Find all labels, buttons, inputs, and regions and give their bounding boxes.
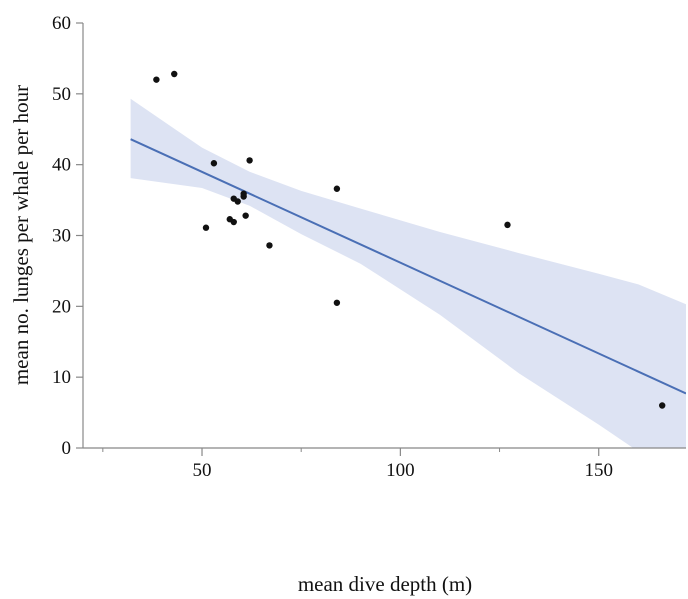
data-point (504, 221, 511, 229)
y-tick-label: 40 (52, 155, 71, 176)
y-tick-label: 50 (52, 84, 71, 105)
data-point (230, 218, 237, 226)
data-points (153, 70, 666, 409)
y-tick-label: 0 (62, 438, 72, 459)
regression-line-layer (130, 138, 686, 395)
data-point (153, 76, 160, 83)
data-point (240, 190, 247, 197)
x-axis-title: mean dive depth (m) (298, 572, 472, 596)
data-point (246, 157, 253, 164)
regression-line (130, 138, 686, 395)
y-tick-label: 60 (52, 13, 71, 34)
y-tick-label: 10 (52, 367, 71, 388)
axes: 0 10 20 30 40 50 60 50 100 150 (52, 13, 686, 481)
data-point (234, 198, 241, 205)
data-point (266, 242, 273, 249)
confidence-band-layer (130, 98, 686, 448)
data-point (202, 224, 210, 231)
x-tick-label: 50 (193, 460, 212, 481)
data-point (333, 185, 341, 192)
data-point (242, 212, 249, 219)
x-tick-label: 100 (386, 460, 415, 481)
data-point (658, 402, 666, 409)
data-point (210, 160, 218, 167)
y-tick-label: 20 (52, 296, 71, 317)
y-axis-title: mean no. lunges per whale per hour (9, 85, 33, 385)
data-point (171, 70, 178, 78)
x-tick-label: 150 (584, 460, 613, 481)
y-tick-label: 30 (52, 226, 71, 247)
confidence-band (130, 98, 686, 448)
data-point (333, 299, 341, 306)
